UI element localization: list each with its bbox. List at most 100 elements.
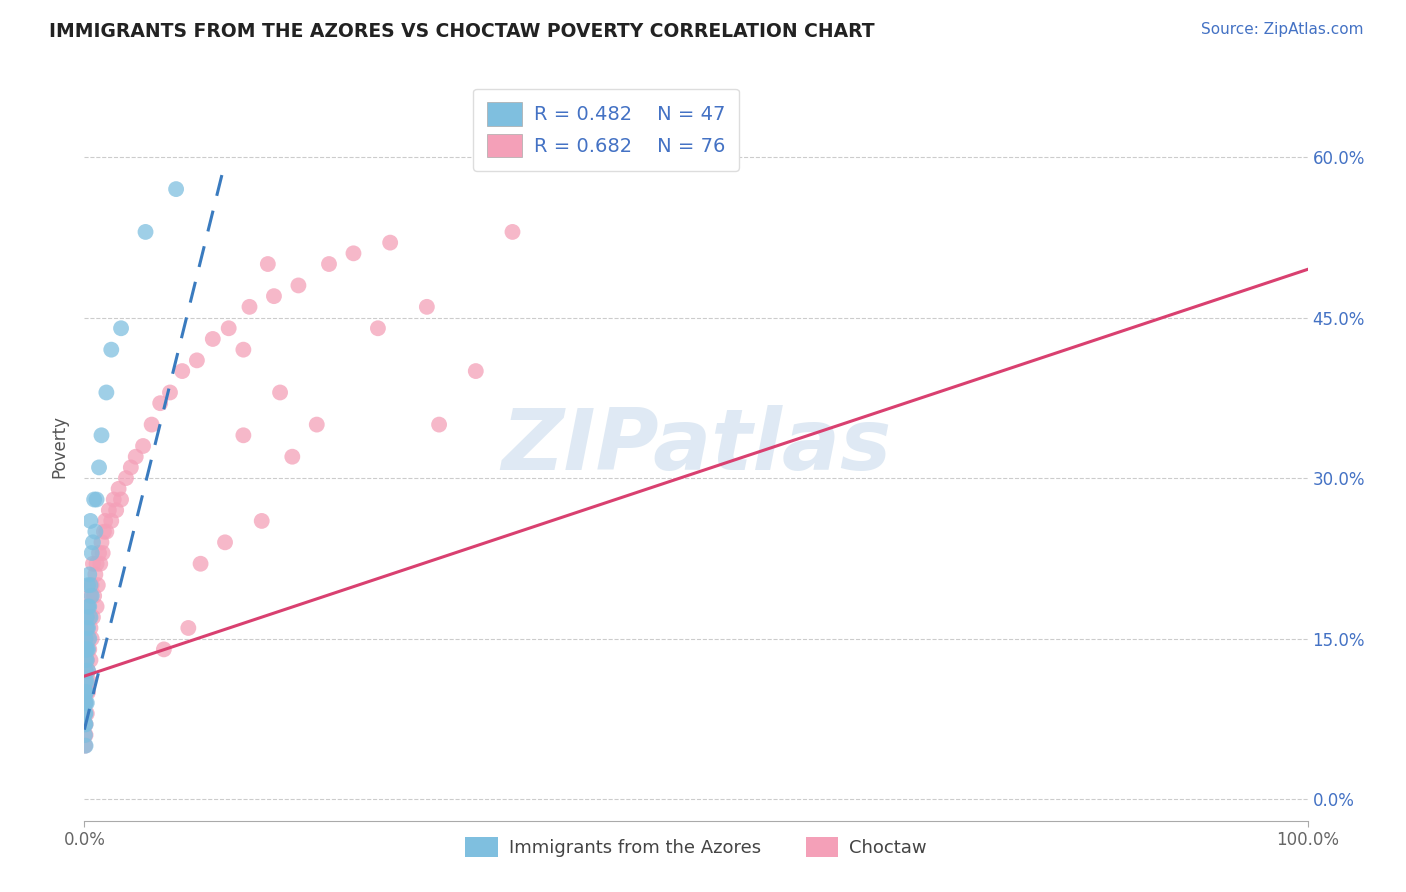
Point <box>80 578 103 592</box>
Point <box>83 589 105 603</box>
Point <box>75 706 97 721</box>
Point <box>82 610 104 624</box>
Point <box>75 717 97 731</box>
Point <box>201 332 224 346</box>
Point <box>416 300 439 314</box>
Point <box>318 257 340 271</box>
Point <box>76 621 98 635</box>
Point <box>80 589 103 603</box>
Point <box>79 589 101 603</box>
Point <box>93 524 115 539</box>
Point <box>232 428 254 442</box>
Point <box>73 706 96 721</box>
Point <box>79 514 101 528</box>
Point <box>77 599 100 614</box>
Point <box>77 632 100 646</box>
Point <box>86 557 108 571</box>
Point <box>103 492 125 507</box>
Point <box>89 557 111 571</box>
Point <box>177 621 200 635</box>
Point <box>75 685 97 699</box>
Point <box>79 653 101 667</box>
Point <box>77 610 100 624</box>
Point <box>76 610 98 624</box>
Point <box>502 225 524 239</box>
Point <box>83 492 105 507</box>
Point <box>76 685 98 699</box>
Point <box>75 674 97 689</box>
Point <box>76 642 98 657</box>
Point <box>82 535 104 549</box>
Point <box>120 460 142 475</box>
Point <box>90 428 112 442</box>
Point <box>77 642 100 657</box>
Point <box>75 739 97 753</box>
Text: IMMIGRANTS FROM THE AZORES VS CHOCTAW POVERTY CORRELATION CHART: IMMIGRANTS FROM THE AZORES VS CHOCTAW PO… <box>49 22 875 41</box>
Y-axis label: Poverty: Poverty <box>51 415 69 477</box>
Point <box>84 524 107 539</box>
Point <box>269 385 291 400</box>
Point <box>427 417 450 432</box>
Point <box>172 364 194 378</box>
Point <box>77 632 100 646</box>
Point <box>141 417 163 432</box>
Point <box>79 610 101 624</box>
Point <box>96 385 118 400</box>
Point <box>77 642 100 657</box>
Point <box>110 492 132 507</box>
Point <box>77 674 100 689</box>
Point <box>132 439 155 453</box>
Point <box>76 696 98 710</box>
Point <box>97 503 120 517</box>
Point <box>75 717 97 731</box>
Point <box>84 567 107 582</box>
Point <box>79 621 101 635</box>
Point <box>107 482 129 496</box>
Point <box>77 621 100 635</box>
Point <box>232 343 254 357</box>
Point <box>96 524 118 539</box>
Point <box>73 739 96 753</box>
Point <box>75 664 97 678</box>
Point <box>73 717 96 731</box>
Point <box>91 546 114 560</box>
Point <box>165 182 187 196</box>
Point <box>149 396 172 410</box>
Point <box>342 246 364 260</box>
Point <box>75 685 97 699</box>
Point <box>100 343 122 357</box>
Point <box>77 599 100 614</box>
Point <box>214 535 236 549</box>
Point <box>87 460 110 475</box>
Point <box>380 235 402 250</box>
Point <box>75 642 97 657</box>
Point <box>125 450 148 464</box>
Point <box>75 728 97 742</box>
Point <box>75 696 97 710</box>
Point <box>218 321 240 335</box>
Point <box>75 664 97 678</box>
Point <box>159 385 181 400</box>
Point <box>77 578 100 592</box>
Point <box>100 514 122 528</box>
Point <box>73 696 96 710</box>
Point <box>105 503 128 517</box>
Point <box>250 514 273 528</box>
Point <box>287 278 309 293</box>
Point <box>79 578 101 592</box>
Point <box>75 696 97 710</box>
Point <box>135 225 157 239</box>
Point <box>87 546 110 560</box>
Point <box>82 557 104 571</box>
Point <box>80 546 103 560</box>
Point <box>75 642 97 657</box>
Point <box>94 514 117 528</box>
Point <box>75 632 97 646</box>
Point <box>86 492 108 507</box>
Point <box>73 696 96 710</box>
Point <box>76 653 98 667</box>
Point <box>75 653 97 667</box>
Point <box>87 578 110 592</box>
Text: ZIPatlas: ZIPatlas <box>501 404 891 488</box>
Point <box>76 621 98 635</box>
